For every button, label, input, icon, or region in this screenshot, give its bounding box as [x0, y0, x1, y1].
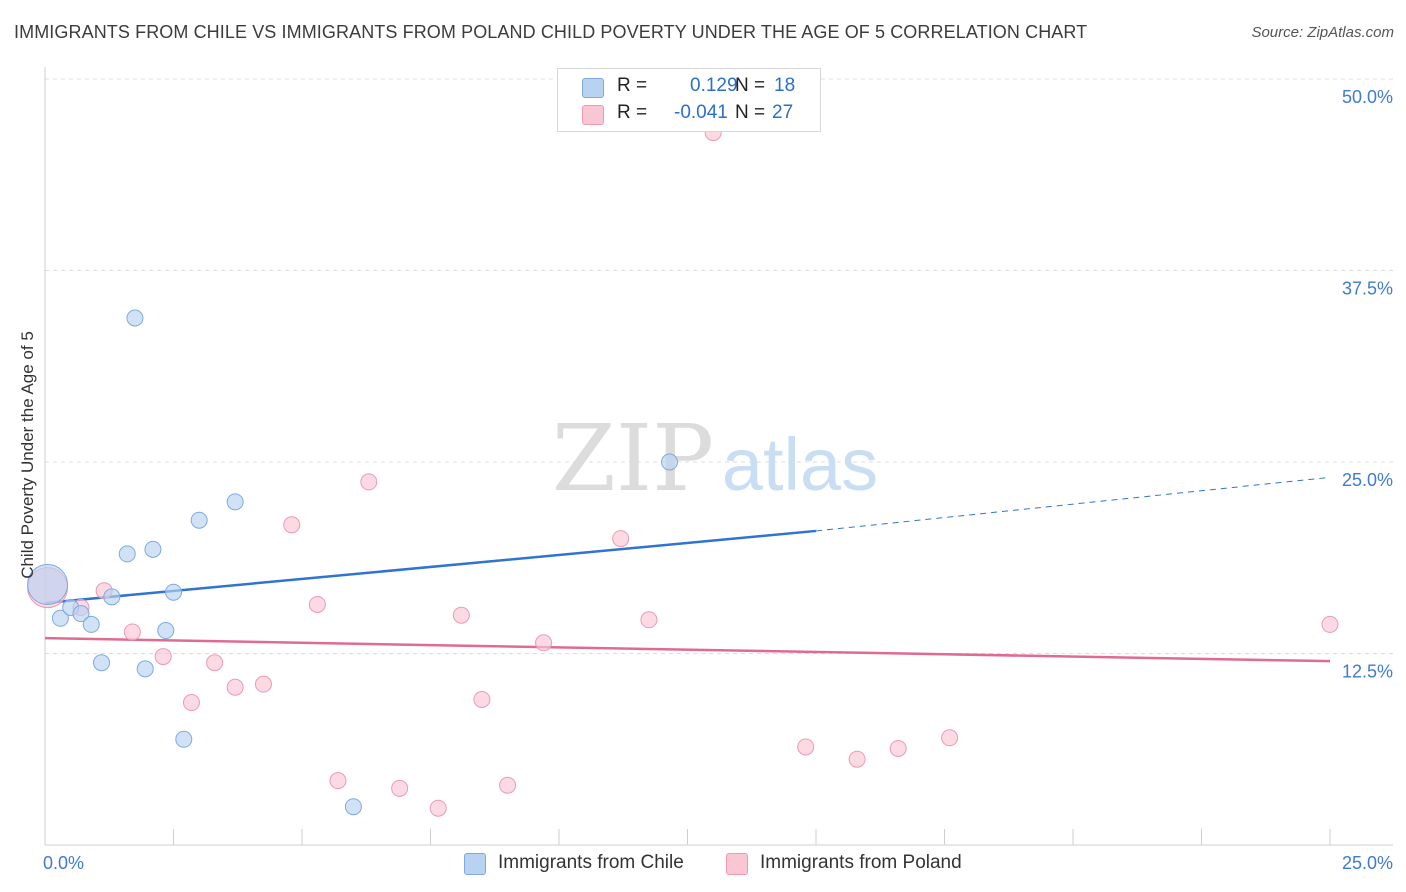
data-point-poland — [391, 779, 409, 797]
data-point-chile — [175, 730, 193, 748]
data-point-poland — [182, 694, 200, 712]
chart-title: IMMIGRANTS FROM CHILE VS IMMIGRANTS FROM… — [14, 22, 1088, 42]
trendline-chile-extrapolated — [815, 476, 1331, 532]
trendline-chile — [44, 529, 817, 605]
watermark-zip: ZIP — [552, 405, 714, 512]
data-point-chile — [118, 545, 136, 563]
data-point-chile — [82, 615, 100, 633]
x-tick-label-min: 0.0% — [43, 853, 84, 873]
data-point-chile — [126, 309, 144, 327]
data-point-poland — [640, 611, 658, 629]
data-point-poland — [612, 530, 630, 548]
legend-r-label: R = — [617, 102, 648, 123]
data-point-chile — [27, 564, 69, 606]
legend-n-label: N = — [735, 75, 766, 96]
data-point-poland — [452, 606, 470, 624]
correlation-legend: R = 0.129 N = 18 R = -0.041 N = 27 — [557, 68, 821, 132]
series-name-poland: Immigrants from Poland — [760, 852, 962, 873]
y-tick-label: 25.0% — [1342, 470, 1393, 490]
data-point-poland — [360, 473, 378, 491]
series-name-chile: Immigrants from Chile — [498, 852, 684, 873]
y-tick-label: 50.0% — [1342, 87, 1393, 107]
data-point-chile — [103, 588, 121, 606]
data-point-chile — [93, 654, 111, 672]
watermark-atlas: atlas — [722, 423, 878, 506]
data-point-poland — [123, 623, 141, 641]
data-point-poland — [941, 729, 959, 747]
data-point-poland — [535, 634, 553, 652]
data-point-chile — [157, 622, 175, 640]
y-axis-label: Child Poverty Under the Age of 5 — [18, 331, 37, 579]
x-tick-label-max: 25.0% — [1342, 853, 1393, 873]
data-point-poland — [254, 675, 272, 693]
legend-r-label: R = — [617, 75, 648, 96]
data-point-chile — [72, 605, 90, 623]
series-swatch-chile — [464, 853, 486, 875]
legend-swatch-poland — [582, 105, 604, 125]
data-point-poland — [797, 738, 815, 756]
data-point-poland — [499, 776, 517, 794]
data-point-poland — [154, 648, 172, 666]
series-swatch-poland — [726, 853, 748, 875]
legend-n-value-chile: 18 — [774, 75, 796, 96]
legend-r-value-chile: 0.129 — [690, 75, 738, 96]
data-point-poland — [429, 799, 447, 817]
data-point-chile — [190, 511, 208, 529]
data-point-chile — [51, 609, 69, 627]
legend-n-label: N = — [735, 102, 766, 123]
y-tick-label: 37.5% — [1342, 279, 1393, 299]
data-point-poland — [473, 690, 491, 708]
data-point-chile — [226, 493, 244, 511]
data-point-chile — [165, 583, 182, 601]
y-tick-label: 12.5% — [1342, 662, 1393, 682]
data-point-poland — [1321, 615, 1339, 633]
data-point-poland — [226, 678, 244, 696]
data-point-chile — [344, 798, 362, 816]
data-point-poland — [848, 750, 866, 768]
legend-n-value-poland: 27 — [772, 102, 794, 123]
data-point-poland — [329, 772, 347, 790]
data-point-poland — [889, 739, 907, 757]
trendline-poland — [44, 636, 1331, 663]
data-point-chile — [136, 660, 154, 678]
data-point-poland — [283, 516, 301, 534]
data-point-chile — [661, 453, 679, 471]
legend-swatch-chile — [582, 78, 604, 98]
source-credit: Source: ZipAtlas.com — [1251, 24, 1394, 41]
data-point-chile — [144, 540, 162, 558]
data-point-poland — [206, 654, 224, 672]
data-point-poland — [308, 595, 326, 613]
legend-r-value-poland: -0.041 — [674, 102, 728, 123]
